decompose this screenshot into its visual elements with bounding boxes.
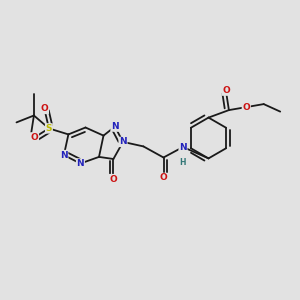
Text: N: N (119, 137, 127, 146)
Text: O: O (31, 133, 38, 142)
Text: O: O (40, 104, 48, 113)
Text: N: N (179, 142, 187, 152)
Text: H: H (180, 158, 186, 167)
Text: O: O (222, 86, 230, 95)
Text: N: N (76, 159, 84, 168)
Text: N: N (60, 151, 68, 160)
Text: N: N (111, 122, 119, 131)
Text: S: S (46, 124, 52, 133)
Text: O: O (242, 103, 250, 112)
Text: O: O (160, 173, 167, 182)
Text: O: O (110, 175, 117, 184)
